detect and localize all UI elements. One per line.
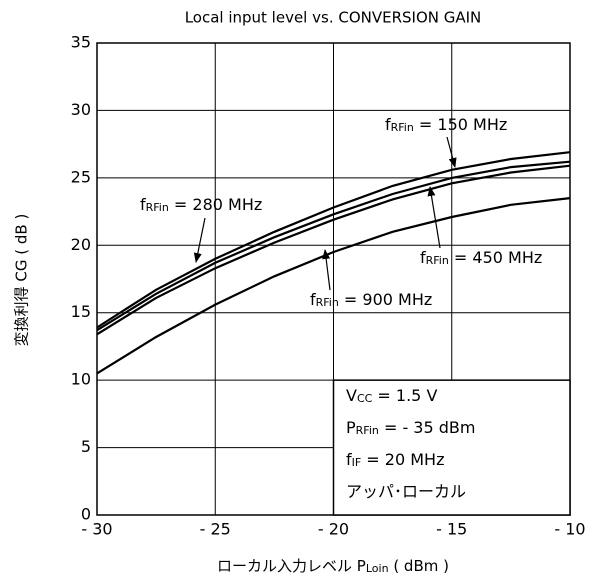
y-axis-label: 変換利得 CG ( dB ) (13, 214, 31, 347)
condition-text: PRFin = - 35 dBm (346, 418, 475, 438)
text-part: RFin (426, 254, 449, 267)
text-part: V (346, 386, 357, 405)
series-label: fRFin = 280 MHz (140, 195, 262, 215)
series-label: fRFin = 450 MHz (420, 248, 542, 268)
y-tick-label: 35 (71, 33, 91, 52)
series-label: fRFin = 900 MHz (310, 290, 432, 310)
text-part: RFin (146, 201, 169, 214)
x-tick-label: - 30 (81, 520, 112, 539)
line-series (96, 151, 571, 329)
text-part: = 1.5 V (372, 386, 437, 405)
y-tick-label: 25 (71, 167, 91, 186)
x-tick-label: - 15 (436, 520, 467, 539)
condition-text: fIF = 20 MHz (346, 450, 444, 470)
text-part: RFin (316, 296, 339, 309)
text-part: IF (352, 456, 362, 469)
series-label: fRFin = 150 MHz (385, 115, 507, 135)
text-part: ( dBm ) (389, 557, 449, 575)
condition-text: VCC = 1.5 V (346, 386, 437, 406)
arrow (322, 249, 331, 291)
line-series (96, 197, 571, 375)
text-part: Loin (366, 562, 389, 575)
y-tick-label: 30 (71, 100, 91, 119)
text-part: RFin (391, 121, 414, 134)
text-part: = 280 MHz (169, 195, 262, 214)
x-tick-label: - 25 (200, 520, 231, 539)
text-part: P (346, 418, 356, 437)
condition-text: アッパ･ローカル (346, 482, 466, 501)
x-tick-label: - 20 (318, 520, 349, 539)
text-part: CC (357, 392, 373, 405)
text-part: ローカル入力レベル P (217, 557, 366, 575)
y-tick-label: 10 (71, 370, 91, 389)
text-part: RFin (356, 424, 379, 437)
x-axis-label: ローカル入力レベル PLoin ( dBm ) (217, 557, 449, 576)
line-series (96, 164, 571, 336)
text-part: f (385, 115, 391, 134)
x-tick-label: - 10 (554, 520, 585, 539)
arrow (193, 217, 206, 263)
condition-box (332, 379, 571, 516)
text-part: = 450 MHz (449, 248, 542, 267)
text-part: f (310, 290, 316, 309)
text-part: = 900 MHz (339, 290, 432, 309)
text-part: f (346, 450, 352, 469)
y-tick-label: 5 (81, 437, 91, 456)
chart-title: Local input level vs. CONVERSION GAIN (185, 9, 482, 27)
text-part: アッパ･ローカル (346, 482, 466, 501)
text-part: = 20 MHz (361, 450, 444, 469)
text-part: = - 35 dBm (379, 418, 476, 437)
line-series (96, 160, 571, 332)
text-part: = 150 MHz (414, 115, 507, 134)
y-tick-label: 20 (71, 235, 91, 254)
y-tick-label: 15 (71, 302, 91, 321)
arrow (446, 136, 457, 168)
arrow (427, 186, 441, 249)
text-part: f (140, 195, 146, 214)
text-part: f (420, 248, 426, 267)
y-tick-label: 0 (81, 505, 91, 524)
